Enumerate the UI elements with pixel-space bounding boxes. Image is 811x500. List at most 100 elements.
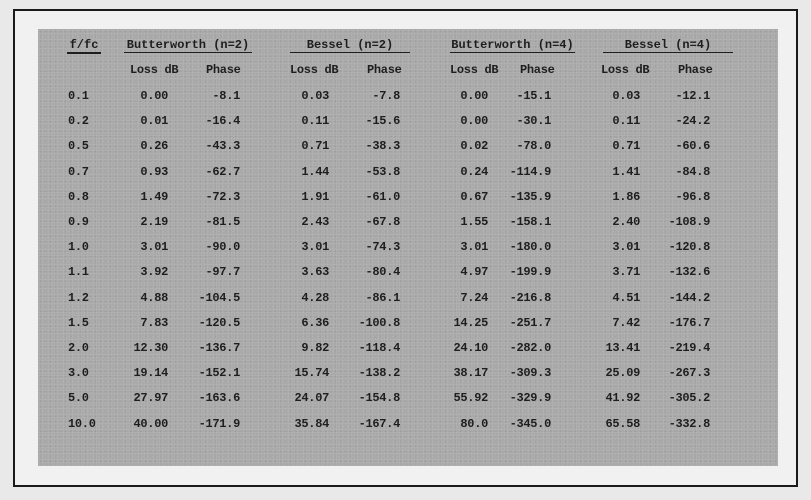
- cell-value: -62.7: [205, 164, 240, 179]
- cell-value: 0.71: [301, 139, 329, 154]
- cell-value: 24.07: [294, 391, 329, 406]
- cell-value: 0.11: [612, 114, 640, 129]
- cell-value: -282.0: [509, 341, 552, 355]
- cell-value: -144.2: [668, 290, 711, 305]
- cell-frequency: 0.1: [68, 89, 89, 103]
- cell-value: -138.2: [358, 366, 401, 381]
- cell-value: -167.4: [358, 416, 401, 431]
- cell-value: -180.0: [509, 240, 552, 255]
- cell-value: -135.9: [509, 189, 552, 204]
- cell-frequency: 3.0: [68, 366, 89, 381]
- cell-value: 55.92: [453, 391, 488, 406]
- cell-value: 35.84: [294, 416, 329, 431]
- cell-value: 0.00: [460, 114, 488, 129]
- cell-value: -90.0: [205, 240, 240, 255]
- cell-value: -132.6: [668, 265, 711, 280]
- cell-value: -97.7: [205, 265, 240, 280]
- cell-value: 0.71: [612, 139, 640, 154]
- subheader-phase: Phase: [520, 63, 555, 77]
- cell-value: 12.30: [133, 341, 168, 355]
- cell-frequency: 1.1: [68, 265, 89, 280]
- subheader-phase: Phase: [678, 63, 713, 77]
- cell-value: 1.86: [612, 189, 640, 204]
- cell-value: -120.5: [198, 315, 241, 330]
- cell-value: -61.0: [365, 189, 400, 204]
- cell-value: -12.1: [675, 89, 710, 103]
- cell-frequency: 5.0: [68, 391, 89, 406]
- cell-value: -171.9: [198, 416, 241, 431]
- cell-value: 3.71: [612, 265, 640, 280]
- cell-value: -120.8: [668, 240, 711, 255]
- cell-value: -72.3: [205, 189, 240, 204]
- cell-frequency: 10.0: [68, 416, 96, 431]
- cell-value: -251.7: [509, 315, 552, 330]
- cell-frequency: 1.5: [68, 315, 89, 330]
- cell-value: 27.97: [133, 391, 168, 406]
- cell-value: 0.03: [612, 89, 640, 103]
- cell-value: -80.4: [365, 265, 400, 280]
- cell-value: 4.51: [612, 290, 640, 305]
- cell-value: 0.01: [140, 114, 168, 129]
- cell-value: -100.8: [358, 315, 401, 330]
- cell-value: -199.9: [509, 265, 552, 280]
- cell-value: 65.58: [605, 416, 640, 431]
- cell-frequency: 0.5: [68, 139, 89, 154]
- cell-value: -43.3: [205, 139, 240, 154]
- cell-value: 7.42: [612, 315, 640, 330]
- subheader-phase: Phase: [367, 63, 402, 77]
- table-sheet: f/fc Butterworth (n=2) Bessel (n=2) Butt…: [38, 29, 778, 466]
- cell-value: -219.4: [668, 341, 711, 355]
- cell-value: 1.49: [140, 189, 168, 204]
- cell-value: 0.93: [140, 164, 168, 179]
- cell-value: 24.10: [453, 341, 488, 355]
- cell-value: -309.3: [509, 366, 552, 381]
- group-butterworth-n2: Butterworth (n=2): [124, 38, 252, 53]
- cell-value: -154.8: [358, 391, 401, 406]
- cell-value: -78.0: [516, 139, 551, 154]
- cell-value: 1.41: [612, 164, 640, 179]
- cell-value: 3.01: [460, 240, 488, 255]
- group-bessel-n2: Bessel (n=2): [290, 38, 410, 53]
- cell-value: -74.3: [365, 240, 400, 255]
- cell-value: 1.55: [460, 215, 488, 229]
- cell-frequency: 1.0: [68, 240, 89, 255]
- cell-value: 2.43: [301, 215, 329, 229]
- cell-value: 2.40: [612, 215, 640, 229]
- subheader-loss: Loss dB: [601, 63, 650, 77]
- cell-value: 3.01: [301, 240, 329, 255]
- cell-value: -108.9: [668, 215, 711, 229]
- cell-value: 9.82: [301, 341, 329, 355]
- cell-frequency: 0.7: [68, 164, 89, 179]
- cell-value: -152.1: [198, 366, 241, 381]
- cell-frequency: 0.9: [68, 215, 89, 229]
- cell-value: 4.88: [140, 290, 168, 305]
- cell-value: -67.8: [365, 215, 400, 229]
- cell-value: -7.8: [372, 89, 400, 103]
- cell-value: 3.63: [301, 265, 329, 280]
- cell-value: -15.6: [365, 114, 400, 129]
- cell-value: -96.8: [675, 189, 710, 204]
- cell-value: 0.24: [460, 164, 488, 179]
- cell-value: -53.8: [365, 164, 400, 179]
- cell-frequency: 0.8: [68, 189, 89, 204]
- cell-value: 0.11: [301, 114, 329, 129]
- cell-value: 13.41: [605, 341, 640, 355]
- subheader-loss: Loss dB: [290, 63, 339, 77]
- group-butterworth-n4: Butterworth (n=4): [450, 38, 575, 53]
- cell-value: 41.92: [605, 391, 640, 406]
- cell-value: -30.1: [516, 114, 551, 129]
- cell-value: 25.09: [605, 366, 640, 381]
- cell-value: 1.91: [301, 189, 329, 204]
- cell-value: 80.0: [460, 416, 488, 431]
- cell-value: -104.5: [198, 290, 241, 305]
- cell-value: 4.97: [460, 265, 488, 280]
- cell-value: 1.44: [301, 164, 329, 179]
- cell-value: -118.4: [358, 341, 401, 355]
- subheader-loss: Loss dB: [450, 63, 499, 77]
- cell-value: -38.3: [365, 139, 400, 154]
- cell-value: 0.02: [460, 139, 488, 154]
- cell-frequency: 1.2: [68, 290, 89, 305]
- cell-value: 0.67: [460, 189, 488, 204]
- cell-value: 4.28: [301, 290, 329, 305]
- cell-value: 0.26: [140, 139, 168, 154]
